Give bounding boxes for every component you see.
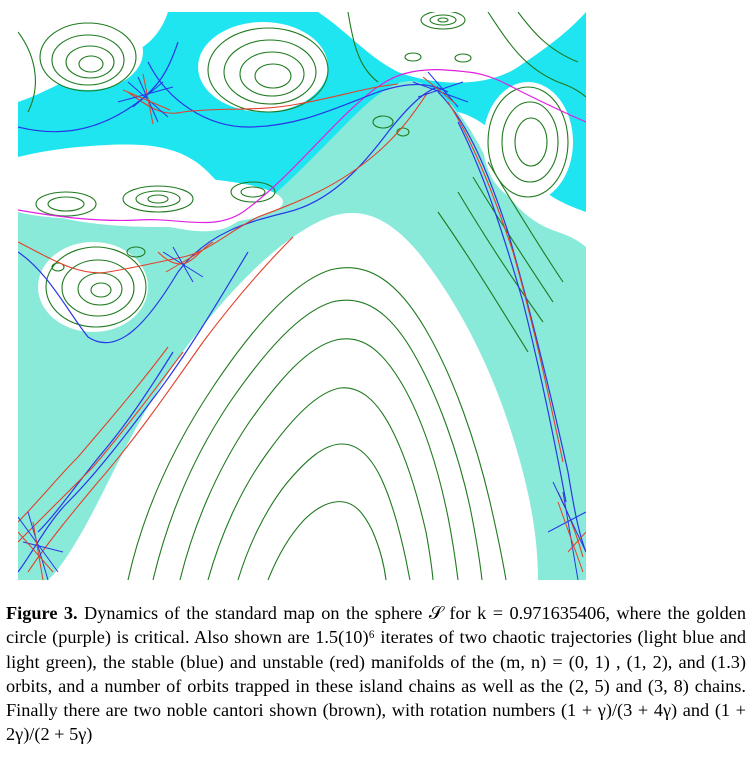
island-right-upper	[483, 82, 573, 202]
figure-caption: Figure 3. Dynamics of the standard map o…	[6, 601, 746, 747]
central-island-region	[113, 248, 523, 580]
golden-circle	[18, 69, 586, 224]
light-blue-chaotic-region	[18, 12, 586, 215]
island-row-left	[33, 177, 283, 227]
island-left-mid	[38, 242, 148, 332]
light-green-chaotic-region	[18, 81, 586, 580]
manifold-tangles	[18, 71, 586, 580]
island-orbits	[18, 12, 586, 580]
island-upper-mid	[198, 22, 328, 112]
figure-caption-text: Dynamics of the standard map on the sphe…	[6, 603, 747, 745]
island-top-right	[393, 12, 493, 44]
island-upper-left	[33, 14, 143, 90]
stable-manifold	[18, 41, 586, 573]
unstable-manifold	[18, 83, 584, 573]
phase-portrait-plot	[18, 12, 586, 580]
figure-label: Figure 3.	[6, 603, 78, 623]
